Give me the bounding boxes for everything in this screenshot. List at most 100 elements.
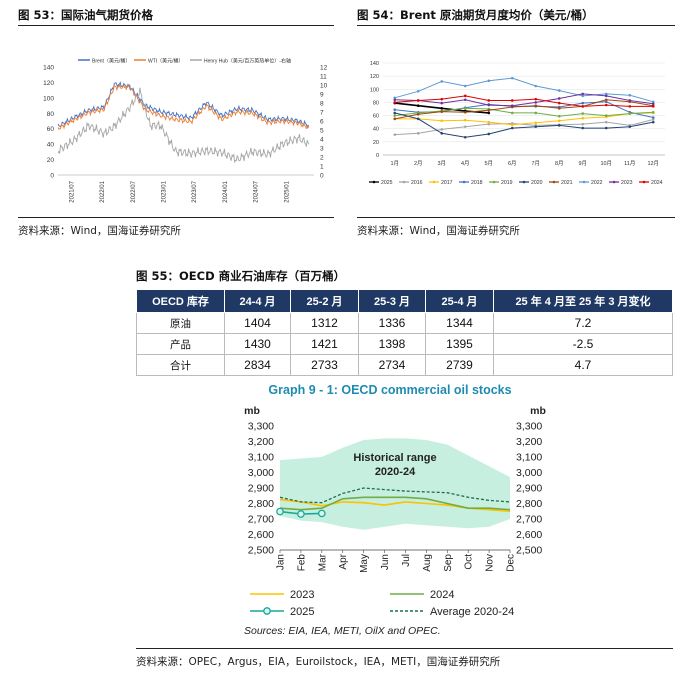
series-point [440,110,444,113]
y-right-tick-label: 2,900 [516,483,542,495]
series-point [534,97,538,101]
x-tick-label: 3月 [437,160,446,167]
y-tick-label: 0 [376,153,379,159]
series-point [393,101,397,104]
y-left-tick-label: 80 [47,111,55,118]
series-point [487,99,491,102]
series-point [534,121,538,125]
y-left-tick-label: 100 [43,95,54,102]
series-point [440,97,444,101]
legend-label: 2025 [381,180,393,186]
y-left-tick-label: 3,100 [248,452,274,464]
graph9-title: Graph 9 - 1: OECD commercial oil stocks [268,383,511,397]
series-point [651,102,655,106]
y-tick-label: 120 [370,74,379,80]
series-point [487,132,491,136]
legend-label: Brent（美元/桶） [92,58,130,65]
series-line-2024 [394,95,654,107]
legend-label: 2022 [591,180,603,186]
y-left-tick-label: 0 [50,173,54,180]
series-point [510,76,514,80]
y-left-tick-label: 2,700 [248,514,274,526]
series-point [487,122,491,126]
series-line-2020 [394,112,654,138]
legend-label: 2017 [441,180,453,186]
series-point [628,112,632,115]
x-tick-label: Sep [443,554,454,572]
x-tick-label: 2022/01 [100,180,106,202]
series-line-1 [57,83,310,130]
x-tick-label: Apr [338,553,349,569]
series-point [557,89,561,92]
series-point [557,114,561,118]
series-point [604,120,608,124]
x-tick-label: 7月 [531,160,540,167]
y-right-tick-label: 1 [320,164,324,171]
legend-label: 2024 [430,589,454,601]
table-cell: 1336 [358,312,426,334]
table-header-cell: 24-4 月 [224,289,291,313]
series-point [534,101,538,104]
legend-label: WTI（美元/桶） [148,58,184,65]
series-point [628,125,632,129]
series-point [510,104,514,108]
page-bottom-rule [136,648,673,649]
fig53-top-rule [18,25,334,26]
series-point [604,126,608,130]
series-point [557,107,561,110]
series-line-2021 [394,99,654,120]
series-point [416,89,420,93]
y-left-tick-label: 20 [47,157,55,164]
series-point [510,123,514,127]
x-tick-label: 2022/07 [131,180,137,202]
series-point-2025 [276,507,284,516]
x-tick-label: 5月 [484,160,493,167]
y-right-tick-label: 3,300 [516,421,542,433]
y-left-tick-label: 120 [43,80,54,87]
series-point [581,112,585,115]
series-point [581,126,585,130]
series-point [651,116,655,119]
y-left-tick-label: 3,000 [248,467,274,479]
y-left-tick-label: 2,900 [248,483,274,495]
fig53-title: 图 53：国际油气期货价格 [18,8,154,22]
table-header-cell: OECD 库存 [136,289,225,313]
series-point [416,132,420,135]
table-cell: 2834 [224,354,291,376]
series-point [393,96,397,100]
y-right-tick-label: 8 [320,101,324,108]
series-point [557,101,561,105]
x-tick-label: Jun [380,554,391,570]
y-left-tick-label: 3,300 [248,421,274,433]
legend-marker [432,180,436,184]
series-point [487,103,491,107]
legend-label: 2025 [290,606,314,618]
row-label: 产品 [136,333,225,355]
y-tick-label: 100 [370,87,379,93]
series-line-2017 [394,112,654,126]
x-tick-label: 10月 [600,160,612,167]
series-point [487,111,491,115]
series-line-2023 [394,93,654,107]
series-point [393,108,397,111]
x-tick-label: 2023/07 [192,180,198,202]
series-point [463,110,467,114]
x-tick-label: May [359,554,370,573]
table-cell: 1344 [425,312,494,334]
series-point [604,114,608,117]
series-point [628,99,632,102]
x-tick-label: 2024/07 [254,180,260,202]
series-point [604,98,608,102]
fig53-source: 资料来源：Wind，国海证券研究所 [18,225,181,237]
series-point [581,94,585,98]
oecd-stock-table: OECD 库存 24-4 月 25-2 月 25-3 月 25-4 月 25 年… [136,289,673,376]
legend-marker [462,180,466,184]
table-header-cell: 25-4 月 [425,289,494,313]
page-source: 资料来源：OPEC，Argus，EIA，Euroilstock，IEA，METI… [136,656,501,668]
series-line-0 [57,81,310,129]
series-point [604,92,608,96]
unit-right: mb [530,405,546,417]
x-tick-label: Dec [506,554,517,572]
y-right-tick-label: 9 [320,92,324,99]
fig54-title: 图 54：Brent 原油期货月度均价（美元/桶） [357,8,594,22]
